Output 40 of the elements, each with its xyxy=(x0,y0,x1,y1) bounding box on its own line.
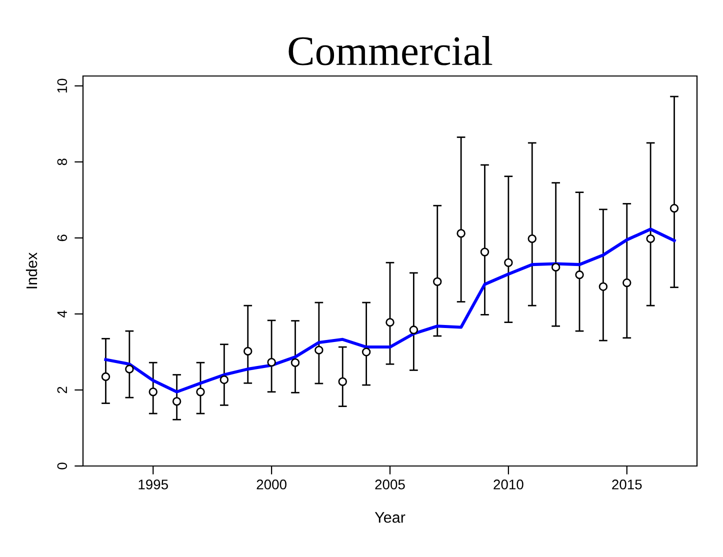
point xyxy=(646,234,655,244)
y-tick-label: 8 xyxy=(57,158,68,166)
point xyxy=(362,348,371,356)
y-tick-label: 2 xyxy=(57,386,67,394)
x-tick-label: 1995 xyxy=(138,480,168,490)
point xyxy=(338,377,347,386)
point xyxy=(220,375,229,384)
point xyxy=(670,204,679,213)
chart-title: Commercial xyxy=(288,36,492,66)
y-tick-label: 0 xyxy=(57,462,68,470)
point xyxy=(148,388,158,396)
point xyxy=(125,364,134,374)
point xyxy=(504,258,513,268)
y-tick-label: 6 xyxy=(57,234,68,242)
y-tick-label: 10 xyxy=(57,78,68,93)
x-tick-label: 2000 xyxy=(256,480,286,490)
point xyxy=(290,358,300,367)
point xyxy=(456,229,466,238)
point xyxy=(622,278,632,288)
x-axis-title: Year xyxy=(374,512,406,523)
point xyxy=(267,358,276,367)
x-tick-label: 2010 xyxy=(494,480,524,490)
point xyxy=(314,346,324,354)
point xyxy=(409,326,418,334)
point xyxy=(244,346,252,356)
x-tick-label: 2005 xyxy=(375,480,405,490)
point xyxy=(480,248,490,256)
point xyxy=(551,262,560,272)
y-tick-label: 4 xyxy=(57,310,67,318)
line-series xyxy=(104,228,676,394)
point xyxy=(196,388,205,396)
point xyxy=(433,277,442,286)
point xyxy=(598,282,608,291)
point xyxy=(172,397,182,406)
point xyxy=(386,318,394,327)
point xyxy=(575,270,584,280)
x-tick-label: 2015 xyxy=(612,480,642,490)
point xyxy=(101,372,110,382)
y-axis-title: Index xyxy=(26,252,38,288)
point xyxy=(528,234,536,244)
